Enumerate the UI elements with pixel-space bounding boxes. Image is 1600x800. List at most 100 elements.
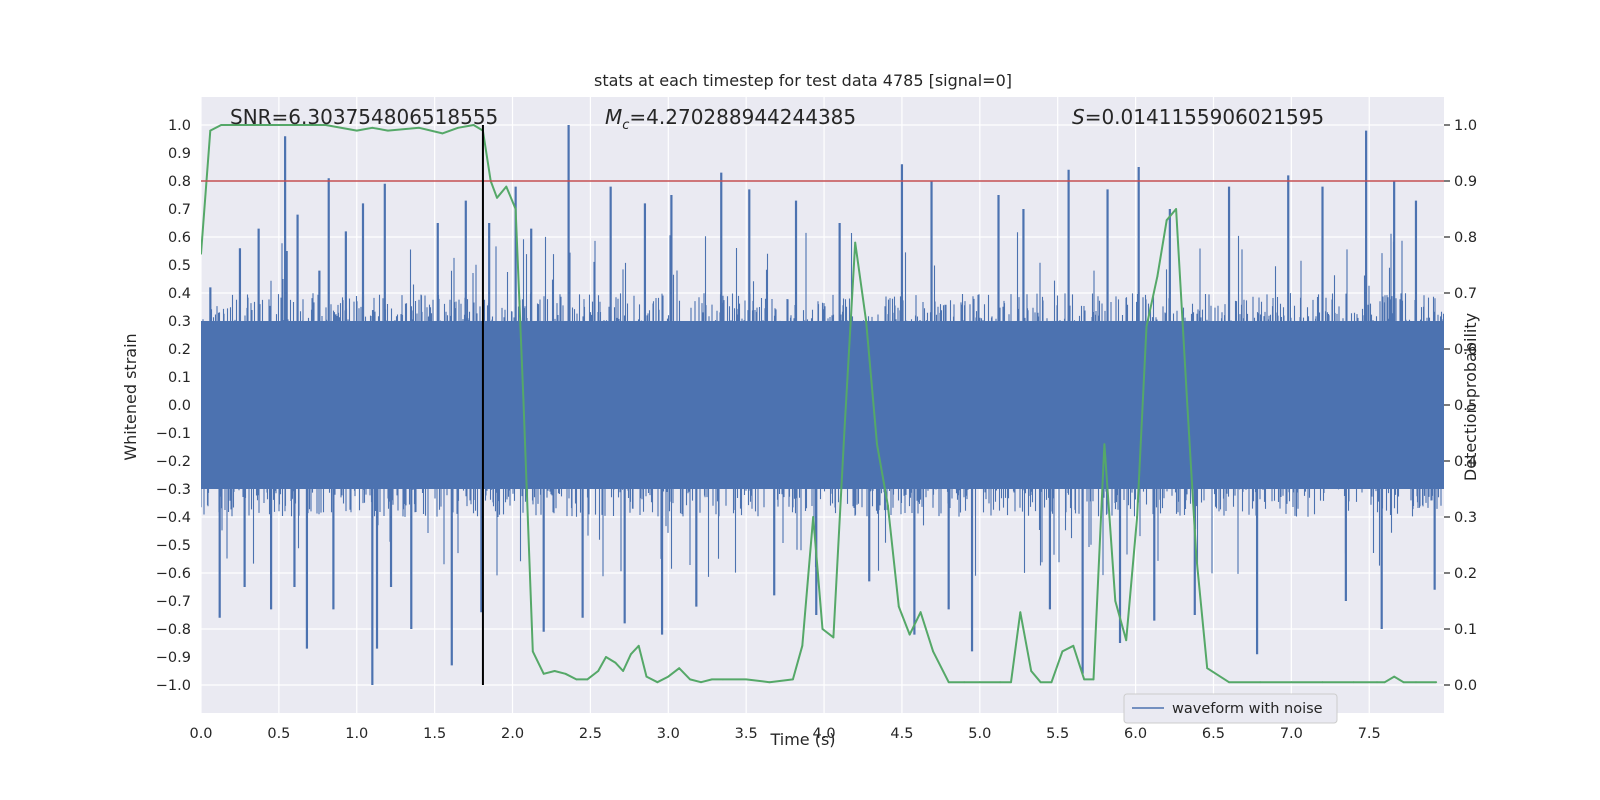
x-axis: 0.0 0.5 1.0 1.5 2.0 2.5 3.0 3.5 4.0 4.5 5.0 5.5 6.0 6… bbox=[189, 726, 1380, 742]
chirp-mass-symbol: M bbox=[605, 105, 622, 129]
s-annotation: S=0.0141155906021595 bbox=[1072, 105, 1324, 129]
x-tick-label-1: 0.5 bbox=[267, 726, 290, 742]
detection-probability-point-63 bbox=[1050, 681, 1053, 684]
y-left-tick-label-11: −0.1 bbox=[156, 426, 191, 442]
y-left-tick-label-6: 0.4 bbox=[168, 286, 191, 302]
detection-probability-point-70 bbox=[1125, 639, 1128, 642]
detection-probability-point-32 bbox=[656, 681, 659, 684]
detection-probability-point-46 bbox=[843, 432, 846, 434]
y-right-tick-label-2: 0.8 bbox=[1454, 230, 1477, 246]
detection-probability-point-25 bbox=[597, 670, 600, 672]
detection-probability-point-24 bbox=[586, 678, 589, 681]
detection-probability-point-31 bbox=[645, 675, 648, 678]
s-value: =0.0141155906021595 bbox=[1085, 105, 1324, 129]
x-tick-label-3: 1.5 bbox=[423, 726, 446, 742]
detection-probability-point-79 bbox=[1228, 681, 1230, 684]
detection-probability-point-30 bbox=[637, 644, 640, 647]
y-right-tick-label-9: 0.1 bbox=[1454, 622, 1477, 638]
y-left-tick-label-1: 0.9 bbox=[168, 146, 191, 162]
y-left-tick-label-0: 1.0 bbox=[168, 118, 191, 134]
y-axis-left: 1.0 0.9 0.8 0.7 0.6 0.5 0.4 0.3 0.2 0.1 0.0 −0.1 −0.… bbox=[156, 118, 191, 694]
detection-probability-point-75 bbox=[1175, 208, 1177, 210]
x-tick-label-6: 3.0 bbox=[657, 726, 680, 742]
x-tick-label-0: 0.0 bbox=[189, 726, 212, 742]
y-left-tick-label-8: 0.2 bbox=[168, 342, 191, 358]
detection-probability-point-16 bbox=[505, 185, 508, 188]
detection-probability-point-78 bbox=[1206, 667, 1209, 670]
detection-probability-point-65 bbox=[1072, 644, 1075, 647]
detection-probability-point-89 bbox=[1435, 681, 1438, 684]
detection-probability-point-82 bbox=[1321, 681, 1324, 684]
detection-probability-point-50 bbox=[887, 504, 889, 507]
detection-probability-point-9 bbox=[418, 126, 420, 129]
detection-probability-point-83 bbox=[1352, 681, 1355, 684]
detection-probability-point-81 bbox=[1290, 681, 1293, 684]
y-left-tick-label-19: −0.9 bbox=[156, 650, 191, 666]
y-left-tick-label-14: −0.4 bbox=[156, 510, 191, 526]
x-tick-label-7: 3.5 bbox=[735, 726, 758, 742]
detection-probability-point-88 bbox=[1415, 681, 1417, 684]
detection-probability-point-43 bbox=[812, 516, 815, 518]
series-detection-probability bbox=[201, 124, 1438, 684]
chirp-mass-value: =4.270288944244385 bbox=[629, 105, 856, 129]
detection-probability-point-54 bbox=[932, 650, 934, 653]
x-tick-label-9: 4.5 bbox=[890, 726, 913, 742]
detection-probability-point-58 bbox=[999, 681, 1001, 684]
detection-probability-point-71 bbox=[1136, 516, 1138, 518]
y-axis-right: 1.0 0.9 0.8 0.7 0.6 0.5 0.4 0.3 0.2 0.1 0.0 bbox=[1444, 118, 1477, 694]
y-right-tick-label-7: 0.3 bbox=[1454, 510, 1477, 526]
y-right-tick-label-10: 0.0 bbox=[1454, 678, 1477, 694]
x-tick-label-2: 1.0 bbox=[345, 726, 368, 742]
chart-title: stats at each timestep for test data 478… bbox=[594, 71, 1012, 90]
detection-probability-point-36 bbox=[700, 681, 702, 684]
series-waveform bbox=[201, 125, 1444, 685]
y-left-tick-label-18: −0.8 bbox=[156, 622, 191, 638]
y-left-tick-label-2: 0.8 bbox=[168, 174, 191, 190]
detection-probability-point-80 bbox=[1259, 681, 1262, 684]
detection-probability-point-86 bbox=[1393, 675, 1396, 678]
detection-probability-point-85 bbox=[1383, 681, 1386, 684]
y-axis-left-title: Whitened strain bbox=[121, 333, 140, 460]
y-left-tick-label-15: −0.5 bbox=[156, 538, 191, 554]
detection-probability-point-67 bbox=[1092, 678, 1095, 681]
detection-probability-point-72 bbox=[1145, 325, 1148, 328]
x-tick-label-14: 7.0 bbox=[1280, 726, 1303, 742]
waveform-core bbox=[201, 321, 1444, 489]
y-right-tick-label-5: 0.5 bbox=[1454, 398, 1477, 414]
x-tick-label-4: 2.0 bbox=[501, 726, 524, 742]
detection-probability-point-49 bbox=[876, 443, 878, 446]
snr-annotation: SNR=6.303754806518555 bbox=[230, 105, 498, 129]
y-right-tick-label-1: 0.9 bbox=[1454, 174, 1477, 190]
detection-probability-point-34 bbox=[678, 667, 681, 670]
x-tick-label-10: 5.0 bbox=[968, 726, 991, 742]
y-left-tick-label-4: 0.6 bbox=[168, 230, 191, 246]
detection-probability-point-84 bbox=[1376, 681, 1378, 684]
detection-probability-point-29 bbox=[630, 653, 632, 656]
detection-probability-point-23 bbox=[575, 678, 578, 681]
detection-probability-point-28 bbox=[622, 670, 624, 672]
y-right-tick-label-8: 0.2 bbox=[1454, 566, 1477, 582]
y-left-tick-label-7: 0.3 bbox=[168, 314, 191, 330]
detection-probability-point-38 bbox=[721, 678, 724, 681]
x-tick-label-5: 2.5 bbox=[579, 726, 602, 742]
y-right-tick-label-0: 1.0 bbox=[1454, 118, 1477, 134]
detection-probability-point-77 bbox=[1195, 555, 1198, 558]
y-left-tick-label-17: −0.7 bbox=[156, 594, 191, 610]
detection-probability-point-37 bbox=[711, 678, 713, 681]
detection-probability-point-48 bbox=[865, 320, 867, 322]
detection-probability-point-7 bbox=[371, 126, 374, 129]
detection-probability-point-45 bbox=[832, 636, 835, 639]
y-right-tick-label-6: 0.4 bbox=[1454, 454, 1477, 470]
detection-probability-point-35 bbox=[689, 678, 691, 681]
detection-probability-point-19 bbox=[531, 650, 534, 653]
detection-probability-point-74 bbox=[1165, 219, 1168, 222]
y-axis-right-title: Detection probability bbox=[1461, 313, 1480, 481]
detection-probability-point-3 bbox=[246, 124, 249, 126]
y-left-tick-label-5: 0.5 bbox=[168, 258, 191, 274]
detection-probability-point-21 bbox=[553, 670, 556, 672]
detection-probability-point-55 bbox=[947, 681, 950, 684]
detection-probability-point-5 bbox=[324, 124, 327, 126]
detection-probability-point-57 bbox=[978, 681, 981, 684]
y-left-tick-label-12: −0.2 bbox=[156, 454, 191, 470]
